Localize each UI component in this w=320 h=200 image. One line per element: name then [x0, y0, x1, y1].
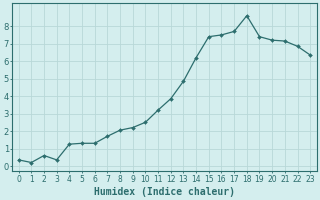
X-axis label: Humidex (Indice chaleur): Humidex (Indice chaleur): [94, 186, 235, 197]
